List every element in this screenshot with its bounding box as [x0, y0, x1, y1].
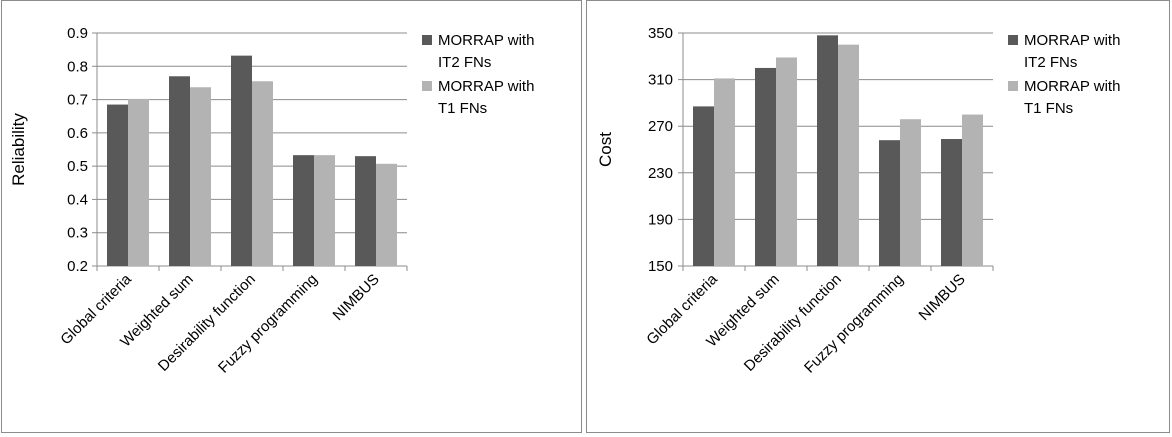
legend-t1-label: T1 FNs [438, 100, 487, 117]
bar-it2 [693, 106, 714, 267]
legend-it2-swatch [422, 35, 432, 45]
bar-it2 [169, 76, 190, 267]
bar-it2 [941, 139, 962, 266]
y-tick-label: 0.8 [67, 58, 88, 75]
cost-chart-panel: 150 190 230 270 310 350 Cost Global criteria Wei… [586, 0, 1170, 433]
x-tick-label: NIMBUS [330, 271, 383, 324]
y-tick-label: 230 [648, 165, 673, 182]
y-tick-label: 0.7 [67, 92, 88, 109]
bar-it2 [817, 35, 838, 266]
y-tick-label: 270 [648, 118, 673, 135]
y-tick-label: 310 [648, 72, 673, 89]
bar-t1 [252, 81, 273, 266]
bar-t1 [376, 163, 397, 266]
bar-t1 [962, 114, 983, 266]
bar-it2 [755, 67, 776, 266]
legend-t1-swatch [1008, 81, 1018, 91]
x-tick-label: NIMBUS [916, 271, 969, 324]
y-axis-title: Reliability [9, 113, 28, 186]
bar-it2 [355, 156, 376, 266]
bar-it2 [293, 155, 314, 266]
bar-t1 [900, 119, 921, 267]
legend-t1-label: MORRAP with [1024, 78, 1120, 95]
bar-t1 [128, 98, 149, 266]
y-tick-label: 0.6 [67, 125, 88, 142]
y-tick-label: 0.2 [67, 258, 88, 275]
legend-it2-label: MORRAP with [438, 32, 534, 49]
bar-t1 [838, 44, 859, 267]
bar-it2 [107, 104, 128, 266]
reliability-chart: 0.20.30.40.50.60.70.80.9ReliabilityGloba… [9, 25, 534, 377]
bar-it2 [231, 55, 252, 267]
bar-t1 [314, 155, 335, 266]
legend-t1-swatch [422, 81, 432, 91]
y-tick-label: 150 [648, 258, 673, 275]
bar-t1 [714, 78, 735, 266]
legend-it2-label: IT2 FNs [1024, 54, 1077, 71]
legend-it2-label: MORRAP with [1024, 32, 1120, 49]
bar-t1 [190, 87, 211, 267]
legend-t1-label: T1 FNs [1024, 100, 1073, 117]
y-tick-label: 0.9 [67, 25, 88, 42]
bar-it2 [879, 140, 900, 266]
y-tick-label: 0.5 [67, 158, 88, 175]
y-axis-title: Cost [596, 132, 615, 167]
bar-t1 [776, 57, 797, 267]
y-tick-label: 190 [648, 211, 673, 228]
y-tick-label: 350 [648, 25, 673, 42]
reliability-chart-panel: 0.2 0.3 0.4 0.5 0.6 0.7 0.8 0.9 Reliability Globa… [1, 0, 582, 433]
legend-t1-label: MORRAP with [438, 78, 534, 95]
y-tick-label: 0.4 [67, 191, 88, 208]
legend-it2-swatch [1008, 35, 1018, 45]
legend-it2-label: IT2 FNs [438, 54, 491, 71]
y-tick-label: 0.3 [67, 225, 88, 242]
